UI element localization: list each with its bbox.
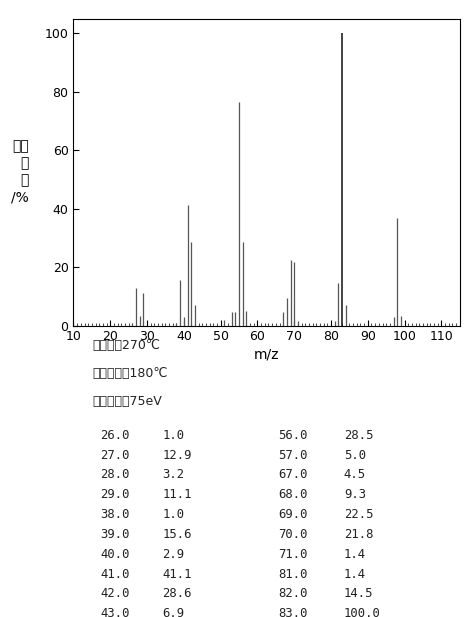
Text: 57.0: 57.0 xyxy=(278,449,308,462)
Text: 71.0: 71.0 xyxy=(278,548,308,561)
Text: 1.4: 1.4 xyxy=(344,568,366,581)
Text: 9.3: 9.3 xyxy=(344,488,366,501)
Text: 21.8: 21.8 xyxy=(344,528,374,541)
Text: 26.0: 26.0 xyxy=(100,429,130,442)
Text: 14.5: 14.5 xyxy=(344,587,374,600)
Text: 69.0: 69.0 xyxy=(278,508,308,521)
Text: 42.0: 42.0 xyxy=(100,587,130,600)
Text: 6.9: 6.9 xyxy=(162,607,184,617)
Text: 1.4: 1.4 xyxy=(344,548,366,561)
Text: 5.0: 5.0 xyxy=(344,449,366,462)
Text: 70.0: 70.0 xyxy=(278,528,308,541)
Text: 83.0: 83.0 xyxy=(278,607,308,617)
Text: 电子能量：75eV: 电子能量：75eV xyxy=(93,395,163,408)
Text: 56.0: 56.0 xyxy=(278,429,308,442)
Text: 28.0: 28.0 xyxy=(100,468,130,481)
Text: 1.0: 1.0 xyxy=(162,508,184,521)
Text: 22.5: 22.5 xyxy=(344,508,374,521)
Text: 81.0: 81.0 xyxy=(278,568,308,581)
Text: 样品温度：180℃: 样品温度：180℃ xyxy=(93,367,168,381)
Text: 1.0: 1.0 xyxy=(162,429,184,442)
Text: 28.5: 28.5 xyxy=(344,429,374,442)
Text: 68.0: 68.0 xyxy=(278,488,308,501)
Text: 43.0: 43.0 xyxy=(100,607,130,617)
Text: 67.0: 67.0 xyxy=(278,468,308,481)
Y-axis label: 相对
强
度
/%: 相对 强 度 /% xyxy=(11,139,29,205)
Text: 29.0: 29.0 xyxy=(100,488,130,501)
Text: 82.0: 82.0 xyxy=(278,587,308,600)
Text: 2.9: 2.9 xyxy=(162,548,184,561)
Text: 12.9: 12.9 xyxy=(162,449,192,462)
Text: 28.6: 28.6 xyxy=(162,587,192,600)
Text: 41.0: 41.0 xyxy=(100,568,130,581)
Text: 40.0: 40.0 xyxy=(100,548,130,561)
Text: 41.1: 41.1 xyxy=(162,568,192,581)
Text: 15.6: 15.6 xyxy=(162,528,192,541)
Text: 100.0: 100.0 xyxy=(344,607,381,617)
Text: 27.0: 27.0 xyxy=(100,449,130,462)
Text: 源温度：270℃: 源温度：270℃ xyxy=(93,339,161,352)
X-axis label: m/z: m/z xyxy=(254,347,279,362)
Text: 3.2: 3.2 xyxy=(162,468,184,481)
Text: 4.5: 4.5 xyxy=(344,468,366,481)
Text: 11.1: 11.1 xyxy=(162,488,192,501)
Text: 38.0: 38.0 xyxy=(100,508,130,521)
Text: 39.0: 39.0 xyxy=(100,528,130,541)
